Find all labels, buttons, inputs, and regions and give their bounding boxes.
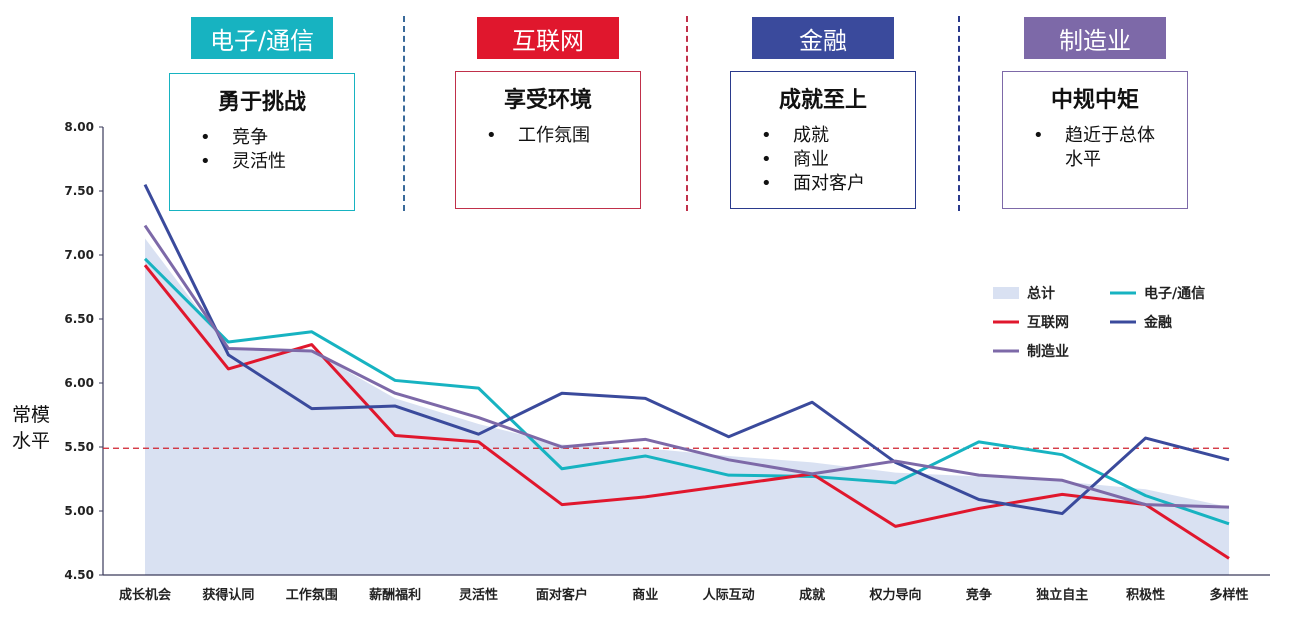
group-card-3-title: 成就至上 [778, 88, 867, 113]
group-tag-1-label: 电子/通信 [209, 26, 315, 55]
x-tick-label: 成长机会 [119, 587, 172, 603]
x-tick-label: 获得认同 [202, 587, 254, 603]
x-tick-label: 成就 [799, 587, 825, 603]
x-tick-label: 薪酬福利 [369, 587, 421, 603]
y-tick-label: 5.00 [64, 504, 94, 518]
x-tick-label: 多样性 [1209, 587, 1248, 603]
x-tick-label: 独立自主 [1036, 587, 1088, 603]
x-tick-label: 积极性 [1126, 587, 1165, 603]
group-card-3-item: • 面对客户 [761, 173, 865, 194]
group-tag-2-label: 互联网 [512, 26, 584, 55]
bullet-icon: • [761, 173, 772, 194]
separator-2 [686, 16, 688, 211]
x-tick-label: 商业 [632, 587, 658, 603]
group-card-3: 成就至上 • 成就 • 商业 • 面对客户 [730, 71, 916, 209]
group-card-4-list: • 趋近于总体水平 [1003, 124, 1187, 172]
group-card-3-item: • 商业 [761, 149, 829, 170]
legend-label-制造业: 制造业 [1027, 343, 1069, 360]
legend-label-金融: 金融 [1143, 314, 1172, 331]
y-tick-label: 7.00 [64, 248, 94, 262]
x-tick-label: 权力导向 [868, 587, 921, 603]
y-tick-label: 6.50 [64, 312, 94, 326]
group-tag-4: 制造业 [1024, 17, 1166, 59]
bullet-icon: • [200, 151, 211, 172]
series-line-电子/通信 [143, 257, 1230, 526]
bullet-icon: • [1033, 125, 1044, 146]
series-line-金融 [143, 183, 1230, 516]
group-tag-4-label: 制造业 [1059, 26, 1131, 55]
y-tick-label: 4.50 [64, 568, 94, 582]
group-card-4-item: • 趋近于总体水平 [1033, 125, 1155, 170]
x-tick-label: 人际互动 [703, 587, 755, 603]
group-card-1-title: 勇于挑战 [217, 90, 306, 115]
series-line-互联网 [143, 264, 1230, 560]
axis-layer: 4.50 5.00 5.50 6.00 6.50 7.00 7.50 8.00 成长机会 获得认同… [64, 120, 1270, 603]
group-card-2-title: 享受环境 [503, 88, 592, 113]
group-card-3-item: • 成就 [761, 125, 829, 146]
bullet-icon: • [761, 149, 772, 170]
bullet-icon: • [761, 125, 772, 146]
bullet-icon: • [200, 127, 211, 148]
series-lines-layer [143, 183, 1230, 560]
group-card-2-item: • 工作氛围 [486, 125, 590, 146]
group-tag-1: 电子/通信 [191, 17, 333, 59]
series-line-制造业 [143, 224, 1230, 509]
y-axis-title: 常模水平 [12, 404, 51, 452]
group-card-3-list: • 成就 • 商业 • 面对客户 [731, 124, 915, 196]
group-tag-3-label: 金融 [799, 26, 847, 55]
y-tick-label: 5.50 [64, 440, 94, 454]
y-tick-label: 6.00 [64, 376, 94, 390]
legend-label-总计: 总计 [1027, 285, 1055, 302]
y-tick-label: 7.50 [64, 184, 94, 198]
group-card-1-list: • 竞争 • 灵活性 [170, 126, 354, 174]
group-card-1: 勇于挑战 • 竞争 • 灵活性 [169, 73, 355, 211]
separator-3 [958, 16, 960, 211]
group-card-4-title: 中规中矩 [1050, 88, 1139, 113]
group-card-4: 中规中矩 • 趋近于总体水平 [1002, 71, 1188, 209]
group-card-2-list: • 工作氛围 [456, 124, 640, 148]
legend-label-电子/通信: 电子/通信 [1144, 285, 1205, 302]
bullet-icon: • [486, 125, 497, 146]
x-tick-label: 灵活性 [459, 587, 498, 603]
separator-1 [403, 16, 405, 211]
group-tag-2: 互联网 [477, 17, 619, 59]
x-tick-label: 竞争 [966, 587, 992, 603]
x-tick-label: 工作氛围 [286, 587, 338, 603]
group-card-2: 享受环境 • 工作氛围 [455, 71, 641, 209]
group-card-1-item: • 灵活性 [200, 151, 286, 172]
legend-label-互联网: 互联网 [1027, 315, 1069, 331]
y-tick-label: 8.00 [64, 120, 94, 134]
group-card-1-item: • 竞争 [200, 127, 268, 148]
x-tick-label: 面对客户 [536, 587, 588, 603]
group-tag-3: 金融 [752, 17, 894, 59]
legend-swatch-总计 [993, 287, 1019, 299]
